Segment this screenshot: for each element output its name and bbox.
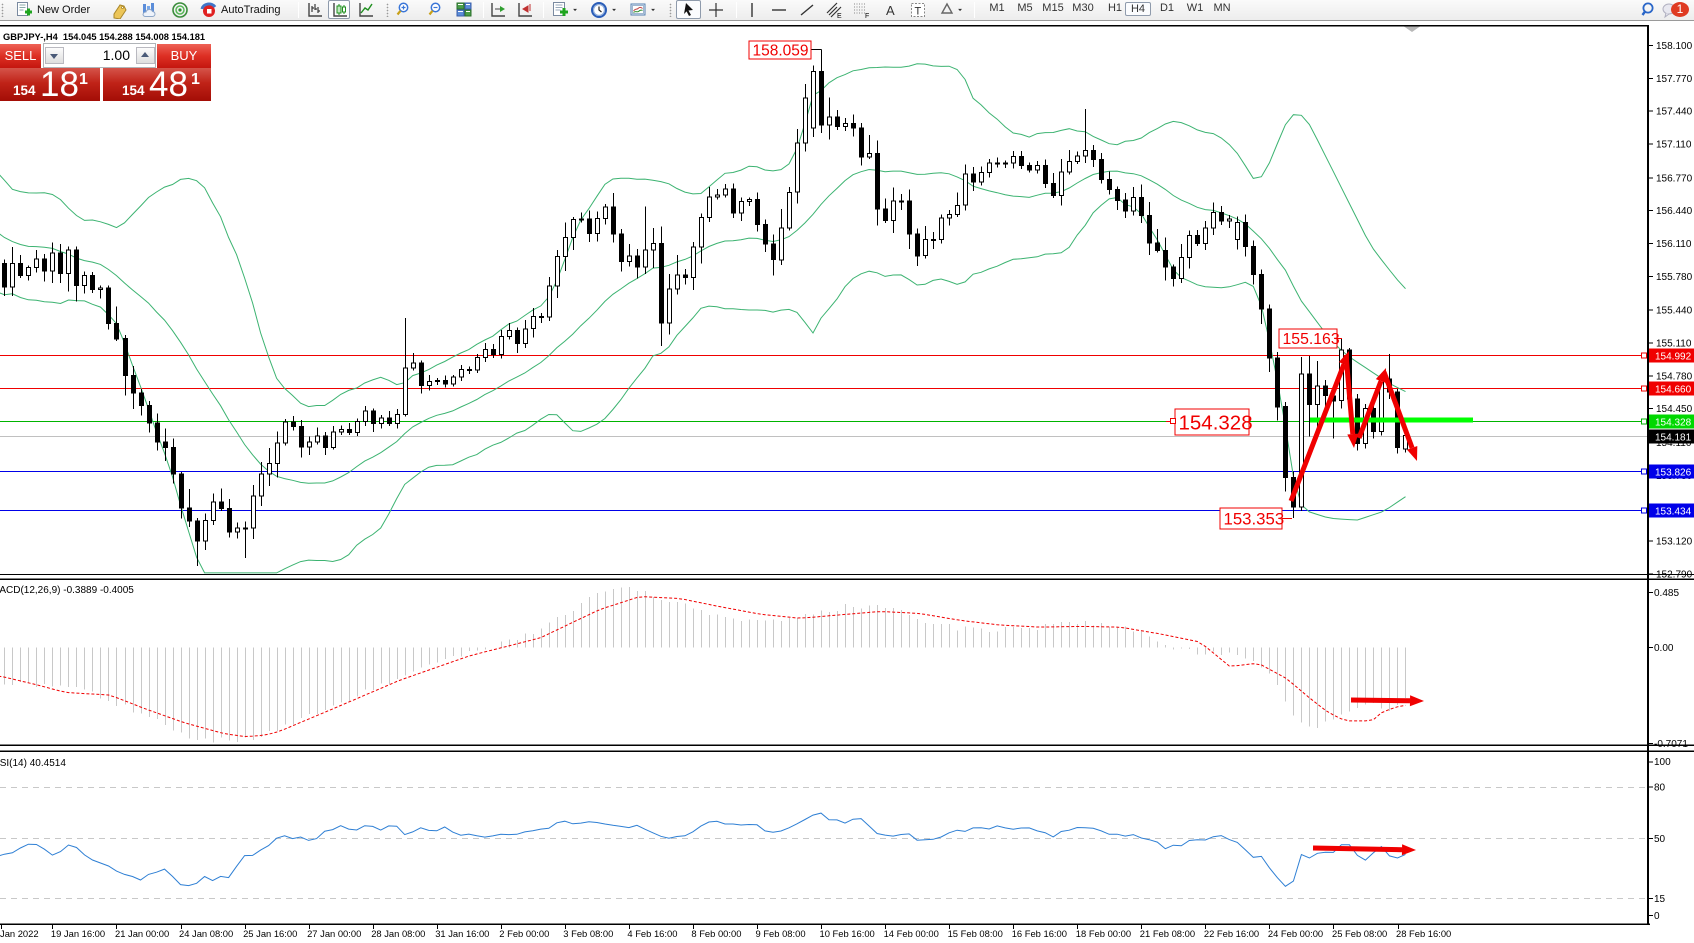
svg-text:158.100: 158.100 xyxy=(1656,41,1693,52)
svg-text:156.110: 156.110 xyxy=(1656,239,1692,250)
svg-text:154.328: 154.328 xyxy=(1179,411,1253,434)
svg-text:RSI(14) 40.4514: RSI(14) 40.4514 xyxy=(0,758,66,769)
svg-text:-0.7071: -0.7071 xyxy=(1654,739,1688,750)
svg-text:3 Feb 08:00: 3 Feb 08:00 xyxy=(563,928,613,939)
svg-text:152.790: 152.790 xyxy=(1656,569,1693,580)
svg-text:0: 0 xyxy=(1654,911,1660,922)
svg-text:155.780: 155.780 xyxy=(1656,272,1693,283)
svg-text:28 Feb 16:00: 28 Feb 16:00 xyxy=(1396,928,1451,939)
svg-text:14 Feb 00:00: 14 Feb 00:00 xyxy=(884,928,939,939)
svg-text:156.440: 156.440 xyxy=(1656,206,1693,217)
svg-text:Jan 2022: Jan 2022 xyxy=(0,928,39,939)
svg-text:153.120: 153.120 xyxy=(1656,537,1693,548)
svg-text:157.110: 157.110 xyxy=(1656,140,1692,151)
svg-text:8 Feb 00:00: 8 Feb 00:00 xyxy=(691,928,741,939)
svg-text:24 Jan 08:00: 24 Jan 08:00 xyxy=(179,928,233,939)
svg-text:155.110: 155.110 xyxy=(1656,339,1692,350)
svg-text:154.992: 154.992 xyxy=(1655,351,1692,362)
svg-text:16 Feb 16:00: 16 Feb 16:00 xyxy=(1012,928,1067,939)
svg-text:154.110: 154.110 xyxy=(1656,438,1692,449)
svg-text:4 Feb 16:00: 4 Feb 16:00 xyxy=(627,928,677,939)
svg-text:31 Jan 16:00: 31 Jan 16:00 xyxy=(435,928,489,939)
svg-text:24 Feb 00:00: 24 Feb 00:00 xyxy=(1268,928,1323,939)
svg-text:9 Feb 08:00: 9 Feb 08:00 xyxy=(756,928,806,939)
svg-text:25 Feb 08:00: 25 Feb 08:00 xyxy=(1332,928,1387,939)
svg-text:155.163: 155.163 xyxy=(1283,331,1340,348)
svg-text:154.181: 154.181 xyxy=(1655,432,1692,443)
svg-text:153.826: 153.826 xyxy=(1655,467,1692,478)
svg-text:2 Feb 00:00: 2 Feb 00:00 xyxy=(499,928,549,939)
svg-text:156.770: 156.770 xyxy=(1656,173,1693,184)
svg-text:GBPJPY-,H4 154.045 154.288 15: GBPJPY-,H4 154.045 154.288 154.008 154.1… xyxy=(3,32,205,42)
svg-text:15: 15 xyxy=(1654,894,1666,905)
svg-text:22 Feb 16:00: 22 Feb 16:00 xyxy=(1204,928,1259,939)
svg-text:0.00: 0.00 xyxy=(1654,643,1674,654)
svg-text:E: E xyxy=(837,13,842,19)
svg-text:F: F xyxy=(865,13,869,19)
svg-text:153.434: 153.434 xyxy=(1655,506,1692,517)
svg-text:21 Feb 08:00: 21 Feb 08:00 xyxy=(1140,928,1195,939)
svg-text:155.440: 155.440 xyxy=(1656,306,1693,317)
svg-text:153.353: 153.353 xyxy=(1224,510,1285,529)
svg-text:80: 80 xyxy=(1654,783,1666,794)
svg-text:10 Feb 16:00: 10 Feb 16:00 xyxy=(820,928,875,939)
svg-text:A: A xyxy=(886,3,895,18)
svg-text:28 Jan 08:00: 28 Jan 08:00 xyxy=(371,928,425,939)
svg-text:21 Jan 00:00: 21 Jan 00:00 xyxy=(115,928,169,939)
svg-text:157.770: 157.770 xyxy=(1656,74,1693,85)
svg-text:157.440: 157.440 xyxy=(1656,107,1693,118)
svg-text:25 Jan 16:00: 25 Jan 16:00 xyxy=(243,928,297,939)
svg-text:27 Jan 00:00: 27 Jan 00:00 xyxy=(307,928,361,939)
svg-text:18 Feb 00:00: 18 Feb 00:00 xyxy=(1076,928,1131,939)
svg-text:154.660: 154.660 xyxy=(1655,384,1692,395)
svg-text:T: T xyxy=(915,6,922,18)
svg-text:15 Feb 08:00: 15 Feb 08:00 xyxy=(948,928,1003,939)
svg-text:154.450: 154.450 xyxy=(1656,404,1693,415)
svg-text:50: 50 xyxy=(1654,834,1666,845)
svg-text:154.328: 154.328 xyxy=(1655,417,1692,428)
svg-text:100: 100 xyxy=(1654,757,1671,768)
svg-text:19 Jan 16:00: 19 Jan 16:00 xyxy=(51,928,105,939)
svg-text:154.780: 154.780 xyxy=(1656,371,1693,382)
svg-text:MACD(12,26,9) -0.3889 -0.4005: MACD(12,26,9) -0.3889 -0.4005 xyxy=(0,585,134,596)
svg-text:0.485: 0.485 xyxy=(1654,588,1679,599)
svg-text:158.059: 158.059 xyxy=(753,43,809,60)
